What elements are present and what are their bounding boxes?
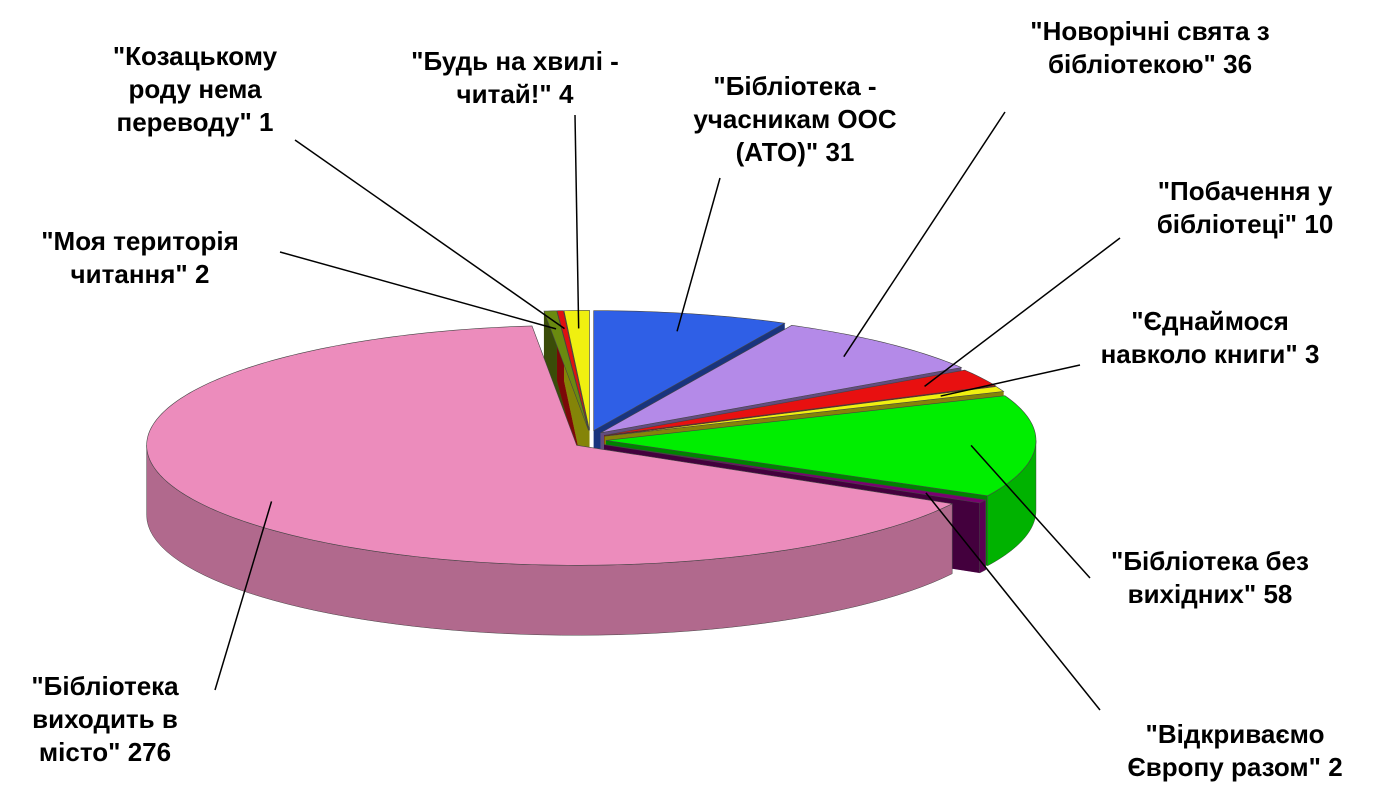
- label-value: 58: [1263, 579, 1293, 609]
- data-label: "Новорічні свята з бібліотекою" 36: [1020, 15, 1280, 81]
- data-label: "Побачення у бібліотеці" 10: [1130, 175, 1360, 241]
- label-name: "Єднаймося навколо книги": [1100, 306, 1298, 369]
- label-value: 36: [1223, 49, 1253, 79]
- data-label: "Єднаймося навколо книги" 3: [1095, 305, 1325, 371]
- leader-line: [940, 364, 1081, 397]
- data-label: "Моя територія читання" 2: [10, 225, 270, 291]
- leader-line: [843, 111, 1006, 358]
- label-name: "Відкриваємо Європу разом": [1127, 719, 1325, 782]
- pie-slice: [543, 310, 589, 431]
- label-name: "Будь на хвилі - читай!": [411, 46, 619, 109]
- slice-shade: [979, 499, 986, 574]
- leader-line: [574, 114, 580, 329]
- label-name: "Бібліотека без вихідних": [1111, 546, 1309, 609]
- label-name: "Моя територія читання": [41, 226, 239, 289]
- pie-slice: [605, 395, 1037, 497]
- pie-slice: [563, 310, 590, 431]
- leader-line: [924, 237, 1121, 387]
- leader-line: [925, 492, 1101, 711]
- pie-slice: [604, 386, 1005, 437]
- data-label: "Відкриваємо Європу разом" 2: [1095, 718, 1375, 784]
- pie-slice: [593, 310, 786, 432]
- label-name: "Бібліотека - учасникам ООС (АТО)": [693, 71, 897, 167]
- label-value: 2: [1328, 752, 1343, 782]
- label-value: 4: [559, 79, 574, 109]
- label-name: "Козацькому роду нема переводу": [112, 41, 278, 137]
- label-name: "Побачення у бібліотеці": [1156, 176, 1333, 239]
- label-name: "Новорічні свята з бібліотекою": [1030, 16, 1270, 79]
- label-value: 276: [127, 737, 172, 767]
- label-value: 10: [1304, 209, 1334, 239]
- label-value: 3: [1304, 339, 1320, 369]
- pie-slice: [556, 310, 590, 431]
- data-label: "Бібліотека виходить в місто" 276: [5, 670, 205, 769]
- data-label: "Козацькому роду нема переводу" 1: [80, 40, 310, 139]
- leader-line: [970, 444, 1091, 579]
- leader-line: [279, 251, 557, 330]
- leader-line: [294, 139, 565, 330]
- slice-shade: [987, 440, 1036, 566]
- label-value: 1: [259, 107, 274, 137]
- label-value: 31: [825, 137, 855, 167]
- pie-slice: [600, 325, 963, 434]
- pie-slice: [604, 444, 987, 504]
- leader-line: [214, 501, 273, 691]
- data-label: "Будь на хвилі - читай!" 4: [385, 45, 645, 111]
- data-label: "Бібліотека без вихідних" 58: [1095, 545, 1325, 611]
- label-value: 2: [194, 259, 210, 289]
- data-label: "Бібліотека - учасникам ООС (АТО)" 31: [675, 70, 915, 169]
- leader-line: [676, 177, 721, 332]
- label-name: "Бібліотека виходить в місто": [31, 671, 179, 767]
- slice-shade: [146, 445, 953, 636]
- pie-slice: [146, 325, 954, 566]
